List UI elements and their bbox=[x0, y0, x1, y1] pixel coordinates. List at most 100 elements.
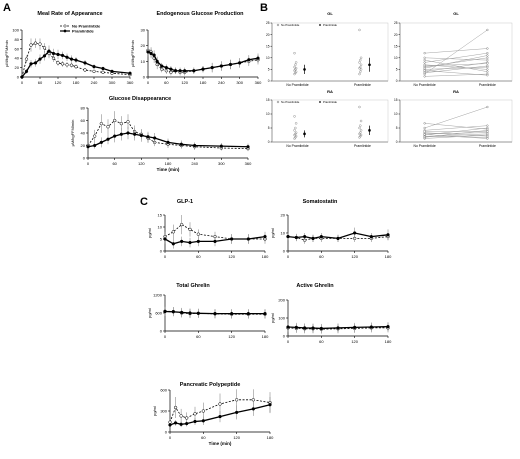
y-tick-label: 300 bbox=[160, 409, 167, 414]
plot-frame bbox=[271, 99, 389, 143]
data-point-pramlintide bbox=[128, 71, 132, 75]
y-tick-label: 0 bbox=[396, 140, 398, 144]
y-axis-label: pg/ml bbox=[147, 308, 152, 318]
y-tick-label: 60 bbox=[15, 46, 20, 51]
data-point-pramlintide bbox=[353, 231, 357, 235]
data-point-no-pramlintide bbox=[171, 230, 175, 234]
chart-title: GL bbox=[327, 11, 333, 16]
x-tick-label: 300 bbox=[236, 80, 243, 85]
x-tick-label: 120 bbox=[228, 334, 235, 339]
x-tick-label: 360 bbox=[255, 80, 262, 85]
scatter-point bbox=[358, 126, 361, 130]
data-point-no-pramlintide bbox=[38, 42, 42, 46]
data-point-pramlintide bbox=[179, 422, 183, 426]
data-point-pramlintide bbox=[193, 143, 197, 148]
paired-line bbox=[424, 55, 488, 69]
y-axis-label: pg/ml bbox=[152, 406, 157, 416]
x-tick-label: 180 bbox=[262, 254, 269, 259]
data-point-no-pramlintide bbox=[193, 412, 197, 416]
data-point-pramlintide bbox=[169, 67, 173, 71]
data-point-pramlintide bbox=[319, 234, 323, 239]
y-tick-label: 10 bbox=[394, 112, 398, 116]
y-tick-label: 10 bbox=[158, 225, 163, 230]
paired-line bbox=[424, 66, 488, 70]
legend-marker bbox=[319, 24, 321, 26]
y-tick-label: 20 bbox=[15, 65, 20, 70]
x-tick-label: 180 bbox=[385, 339, 392, 344]
scatter-point bbox=[359, 70, 362, 73]
data-point-no-pramlintide bbox=[235, 398, 239, 402]
y-tick-label: 0 bbox=[283, 249, 286, 254]
x-tick-label: 60 bbox=[112, 161, 117, 166]
y-tick-label: 100 bbox=[12, 28, 19, 33]
x-tick-label: 240 bbox=[91, 80, 98, 85]
paired-line bbox=[424, 70, 488, 76]
data-point-pramlintide bbox=[201, 419, 205, 423]
scatter-point bbox=[359, 65, 362, 69]
x-axis-label: Time (min) bbox=[157, 167, 180, 172]
x-tick-label: 180 bbox=[262, 334, 269, 339]
data-point-pramlintide bbox=[163, 237, 167, 241]
data-point-pramlintide bbox=[219, 144, 223, 148]
y-tick-label: 10 bbox=[266, 56, 270, 60]
data-point-pramlintide bbox=[99, 140, 103, 145]
data-point-no-pramlintide bbox=[69, 63, 74, 67]
series-line-pramlintide bbox=[21, 50, 131, 78]
data-point-no-pramlintide bbox=[180, 222, 184, 227]
paired-point-left bbox=[423, 133, 426, 136]
data-point-pramlintide bbox=[294, 235, 298, 240]
data-point-pramlintide bbox=[106, 137, 110, 141]
chart-title: Somatostatin bbox=[303, 199, 338, 205]
data-point-pramlintide bbox=[83, 61, 87, 65]
data-point-pramlintide bbox=[65, 55, 69, 59]
y-tick-label: 20 bbox=[394, 33, 398, 37]
data-point-no-pramlintide bbox=[173, 405, 178, 410]
x-tick-label: 300 bbox=[218, 161, 225, 166]
data-point-no-pramlintide bbox=[93, 134, 97, 138]
series-line-pramlintide bbox=[169, 404, 271, 426]
paired-point-left bbox=[423, 67, 426, 70]
data-point-pramlintide bbox=[166, 140, 170, 145]
paired-point-left bbox=[423, 69, 426, 72]
data-point-pramlintide bbox=[139, 133, 143, 138]
scatter-point bbox=[293, 129, 296, 132]
data-point-pramlintide bbox=[38, 57, 42, 61]
data-point-pramlintide bbox=[51, 51, 56, 56]
data-point-pramlintide bbox=[251, 407, 255, 411]
data-point-pramlintide bbox=[160, 64, 164, 68]
x-tick-label: 0 bbox=[287, 254, 290, 259]
x-tick-label: 300 bbox=[109, 80, 116, 85]
data-point-pramlintide bbox=[133, 132, 137, 136]
scatter-point bbox=[358, 28, 361, 32]
data-point-pramlintide bbox=[163, 309, 167, 314]
data-point-no-pramlintide bbox=[99, 121, 103, 126]
y-tick-label: 20 bbox=[266, 33, 270, 37]
paired-line bbox=[424, 106, 488, 129]
scatter-point bbox=[294, 63, 297, 66]
scatter-point bbox=[359, 56, 363, 59]
data-point-pramlintide bbox=[180, 239, 184, 244]
paired-point-right bbox=[486, 74, 489, 77]
chart-title: RA bbox=[327, 89, 333, 94]
scatter-point bbox=[293, 51, 296, 55]
y-tick-label: 5 bbox=[160, 237, 163, 242]
x-tick-label: 240 bbox=[218, 80, 225, 85]
category-label: Pramlintide bbox=[479, 83, 496, 87]
category-label: No Pramlintide bbox=[414, 144, 436, 148]
category-label: No Pramlintide bbox=[286, 83, 308, 87]
data-point-no-pramlintide bbox=[251, 398, 255, 402]
chart-title: Pancreatic Polypeptide bbox=[180, 382, 241, 388]
y-tick-label: 0 bbox=[160, 249, 163, 254]
data-point-pramlintide bbox=[183, 69, 187, 73]
data-point-pramlintide bbox=[192, 69, 196, 73]
chart-title: RA bbox=[453, 89, 459, 94]
data-point-pramlintide bbox=[247, 58, 251, 62]
y-tick-label: 0 bbox=[143, 75, 146, 80]
paired-point-right bbox=[486, 124, 489, 127]
chart-title: Meal Rate of Appearance bbox=[37, 11, 102, 17]
data-point-pramlintide bbox=[235, 410, 239, 415]
data-point-pramlintide bbox=[20, 75, 24, 79]
data-point-pramlintide bbox=[213, 239, 217, 244]
data-point-pramlintide bbox=[303, 326, 307, 330]
category-label: Pramlintide bbox=[479, 144, 496, 148]
